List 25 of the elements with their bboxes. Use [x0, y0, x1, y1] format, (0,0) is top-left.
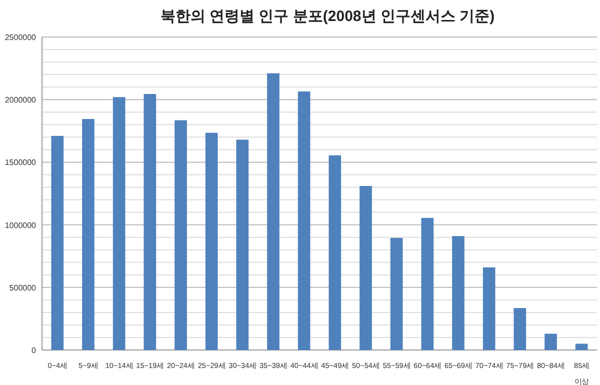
bar: [452, 236, 464, 350]
bar: [205, 132, 218, 350]
bar: [267, 73, 280, 350]
y-tick-label: 1500000: [4, 158, 37, 168]
bar: [328, 155, 342, 350]
bar: [144, 94, 156, 350]
bar: [112, 97, 126, 350]
bar: [82, 119, 94, 350]
bar: [514, 308, 526, 350]
bar: [298, 91, 310, 350]
bar: [236, 140, 249, 350]
bar: [421, 218, 434, 350]
bar: [360, 186, 372, 350]
y-tick-label: 500000: [9, 283, 37, 292]
bar: [390, 238, 403, 350]
y-tick-label: 2000000: [4, 96, 37, 105]
y-tick-label: 1000000: [4, 220, 37, 230]
y-tick-label: 0: [32, 346, 37, 355]
y-tick-label: 2500000: [4, 33, 37, 42]
bar: [482, 267, 496, 350]
bar: [575, 344, 588, 350]
bar: [174, 120, 187, 350]
bar: [51, 136, 64, 350]
bar: [544, 334, 557, 350]
chart-title: 북한의 연령별 인구 분포(2008년 인구센서스 기준): [160, 8, 495, 25]
